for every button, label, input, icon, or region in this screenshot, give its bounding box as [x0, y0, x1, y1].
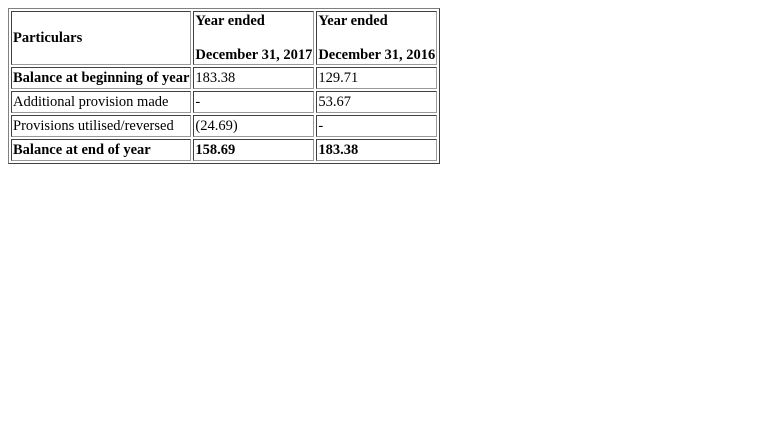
value-2016: 53.67: [316, 91, 438, 113]
header-particulars: Particulars: [11, 11, 192, 65]
header-2017-line2: December 31, 2017: [195, 47, 313, 63]
table-row-provisions-utilised: Provisions utilised/reversed (24.69) -: [11, 115, 438, 137]
value-2017: 158.69: [193, 139, 315, 161]
header-2016-line2: December 31, 2016: [318, 47, 436, 63]
value-2017: -: [193, 91, 315, 113]
table-row-additional-provision: Additional provision made - 53.67: [11, 91, 438, 113]
header-year-2016: Year ended December 31, 2016: [316, 11, 438, 65]
header-year-2017: Year ended December 31, 2017: [193, 11, 315, 65]
table-row-balance-beginning: Balance at beginning of year 183.38 129.…: [11, 67, 438, 89]
provision-table: Particulars Year ended December 31, 2017…: [8, 8, 441, 164]
table-row-balance-end: Balance at end of year 158.69 183.38: [11, 139, 438, 161]
row-label: Balance at beginning of year: [11, 67, 192, 89]
row-label: Additional provision made: [11, 91, 192, 113]
header-2017-line1: Year ended: [195, 13, 265, 29]
value-2017: 183.38: [193, 67, 315, 89]
header-particulars-label: Particulars: [13, 30, 83, 46]
row-label: Provisions utilised/reversed: [11, 115, 192, 137]
header-2016-line1: Year ended: [318, 13, 388, 29]
value-2016: 129.71: [316, 67, 438, 89]
row-label: Balance at end of year: [11, 139, 192, 161]
value-2017: (24.69): [193, 115, 315, 137]
value-2016: 183.38: [316, 139, 438, 161]
table-header-row: Particulars Year ended December 31, 2017…: [11, 11, 438, 65]
value-2016: -: [316, 115, 438, 137]
